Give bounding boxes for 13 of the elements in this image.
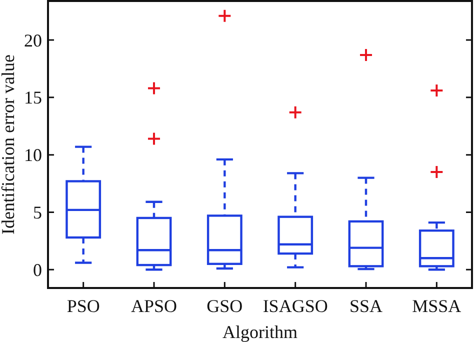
x-tick-label: GSO — [206, 296, 243, 316]
y-tick-label: 0 — [33, 260, 42, 280]
y-tick-label: 15 — [24, 88, 42, 108]
x-tick-label: MSSA — [412, 296, 462, 316]
x-tick-label: SSA — [349, 296, 383, 316]
y-tick-label: 10 — [24, 145, 42, 166]
x-tick-label: APSO — [130, 296, 178, 316]
y-tick-label: 5 — [33, 202, 42, 223]
x-tick-label: ISAGSO — [262, 296, 328, 316]
x-tick-label: PSO — [66, 296, 100, 316]
x-axis-title: Algorithm — [222, 322, 298, 342]
y-axis-title: Identification error value — [0, 54, 18, 234]
y-tick-label: 20 — [24, 30, 42, 50]
